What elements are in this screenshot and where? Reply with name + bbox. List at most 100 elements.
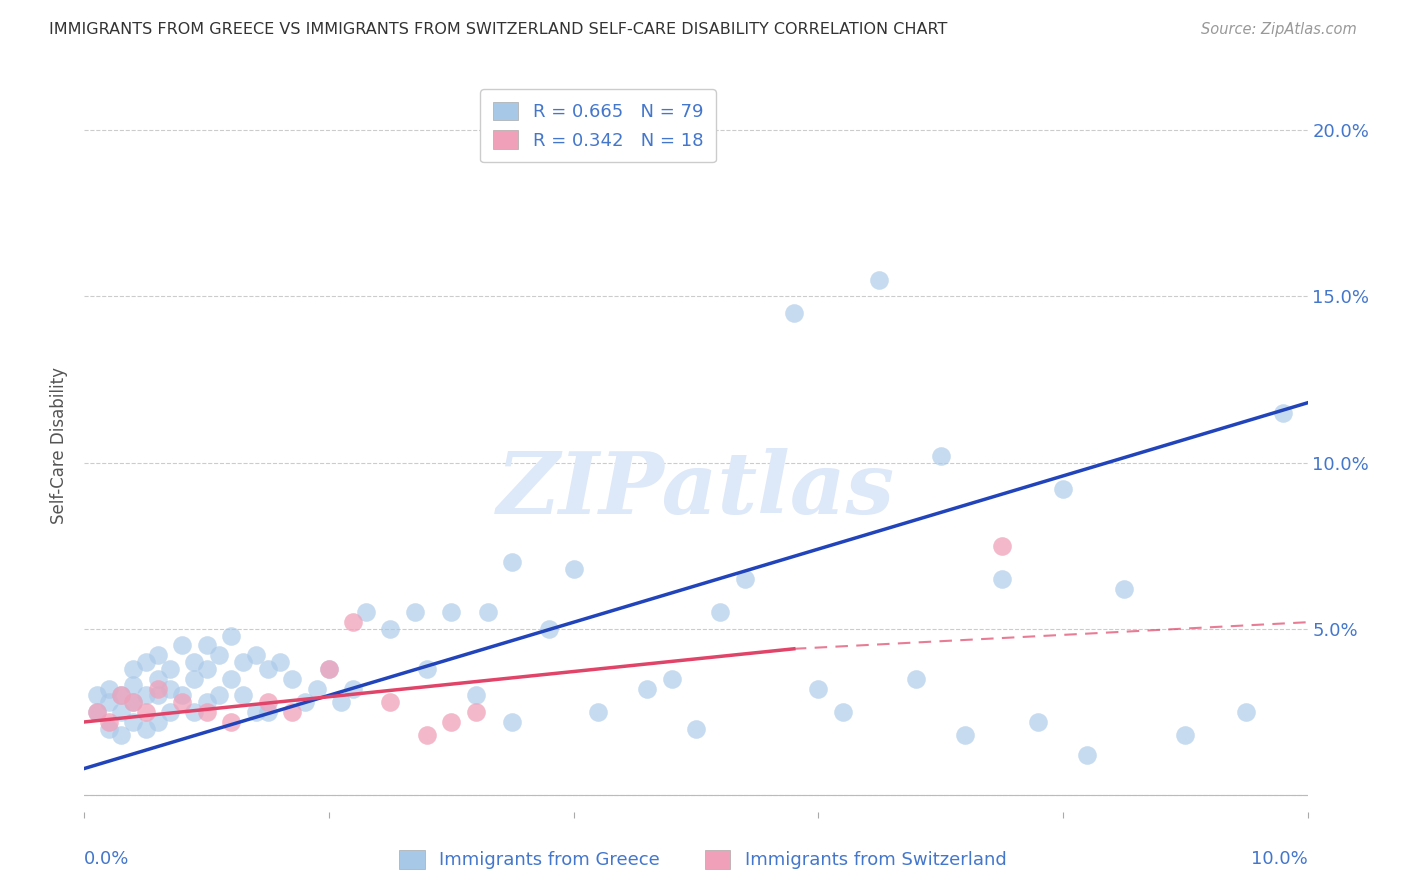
- Point: [404, 605, 426, 619]
- Point: [172, 689, 194, 703]
- Point: [110, 689, 132, 703]
- Point: [146, 648, 169, 663]
- Point: [146, 681, 169, 696]
- Point: [257, 695, 280, 709]
- Point: [416, 662, 439, 676]
- Point: [110, 705, 132, 719]
- Point: [183, 672, 205, 686]
- Point: [183, 655, 205, 669]
- Point: [135, 689, 157, 703]
- Point: [586, 705, 609, 719]
- Point: [219, 714, 242, 729]
- Point: [1028, 714, 1050, 729]
- Point: [219, 628, 242, 642]
- Point: [294, 695, 316, 709]
- Legend: Immigrants from Greece, Immigrants from Switzerland: Immigrants from Greece, Immigrants from …: [391, 841, 1015, 879]
- Point: [991, 539, 1014, 553]
- Point: [232, 689, 254, 703]
- Point: [929, 449, 952, 463]
- Point: [195, 695, 218, 709]
- Point: [1076, 748, 1098, 763]
- Point: [1236, 705, 1258, 719]
- Point: [97, 695, 120, 709]
- Legend: R = 0.665   N = 79, R = 0.342   N = 18: R = 0.665 N = 79, R = 0.342 N = 18: [481, 89, 716, 162]
- Point: [97, 714, 120, 729]
- Point: [122, 695, 145, 709]
- Point: [110, 728, 132, 742]
- Point: [661, 672, 683, 686]
- Point: [440, 605, 463, 619]
- Point: [110, 689, 132, 703]
- Point: [464, 689, 486, 703]
- Point: [342, 615, 364, 630]
- Point: [146, 689, 169, 703]
- Text: IMMIGRANTS FROM GREECE VS IMMIGRANTS FROM SWITZERLAND SELF-CARE DISABILITY CORRE: IMMIGRANTS FROM GREECE VS IMMIGRANTS FRO…: [49, 22, 948, 37]
- Point: [538, 622, 561, 636]
- Point: [97, 681, 120, 696]
- Point: [991, 572, 1014, 586]
- Point: [122, 662, 145, 676]
- Point: [245, 648, 267, 663]
- Y-axis label: Self-Care Disability: Self-Care Disability: [51, 368, 69, 524]
- Point: [232, 655, 254, 669]
- Point: [1114, 582, 1136, 596]
- Point: [135, 655, 157, 669]
- Point: [257, 662, 280, 676]
- Point: [1174, 728, 1197, 742]
- Text: 10.0%: 10.0%: [1251, 850, 1308, 868]
- Point: [1272, 406, 1295, 420]
- Point: [281, 672, 304, 686]
- Point: [464, 705, 486, 719]
- Point: [135, 705, 157, 719]
- Point: [354, 605, 377, 619]
- Point: [281, 705, 304, 719]
- Point: [1052, 482, 1074, 496]
- Point: [269, 655, 291, 669]
- Point: [783, 306, 806, 320]
- Point: [380, 622, 402, 636]
- Text: ZIPatlas: ZIPatlas: [496, 448, 896, 532]
- Point: [122, 714, 145, 729]
- Point: [831, 705, 853, 719]
- Point: [195, 705, 218, 719]
- Point: [97, 722, 120, 736]
- Point: [318, 662, 340, 676]
- Point: [159, 705, 181, 719]
- Point: [709, 605, 731, 619]
- Point: [869, 273, 891, 287]
- Point: [330, 695, 353, 709]
- Point: [502, 555, 524, 569]
- Point: [172, 695, 194, 709]
- Point: [183, 705, 205, 719]
- Point: [86, 689, 108, 703]
- Point: [159, 662, 181, 676]
- Point: [122, 678, 145, 692]
- Point: [502, 714, 524, 729]
- Point: [195, 662, 218, 676]
- Point: [195, 639, 218, 653]
- Point: [257, 705, 280, 719]
- Point: [905, 672, 928, 686]
- Point: [807, 681, 830, 696]
- Point: [477, 605, 499, 619]
- Point: [380, 695, 402, 709]
- Point: [305, 681, 328, 696]
- Point: [122, 695, 145, 709]
- Point: [734, 572, 756, 586]
- Point: [146, 714, 169, 729]
- Point: [219, 672, 242, 686]
- Point: [685, 722, 707, 736]
- Point: [562, 562, 585, 576]
- Point: [208, 689, 231, 703]
- Point: [208, 648, 231, 663]
- Point: [86, 705, 108, 719]
- Point: [135, 722, 157, 736]
- Point: [953, 728, 976, 742]
- Point: [159, 681, 181, 696]
- Point: [440, 714, 463, 729]
- Point: [172, 639, 194, 653]
- Point: [146, 672, 169, 686]
- Point: [416, 728, 439, 742]
- Text: 0.0%: 0.0%: [84, 850, 129, 868]
- Point: [318, 662, 340, 676]
